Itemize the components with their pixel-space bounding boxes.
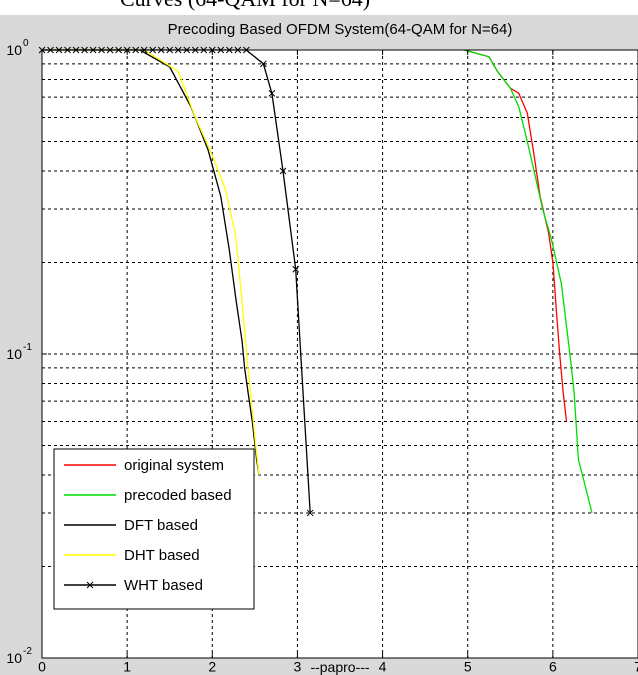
y-tick-label-exponent: 0	[23, 38, 29, 49]
y-tick-label-base: 10	[6, 650, 22, 666]
series-line-precoded-based	[464, 49, 593, 514]
x-tick-label: 7	[634, 658, 638, 674]
y-tick-label-exponent: -2	[23, 646, 32, 657]
data-point-marker	[268, 90, 276, 97]
x-tick-label: 2	[208, 658, 216, 674]
x-tick-label: 1	[123, 658, 131, 674]
legend: original system precoded based DFT based DH…	[53, 448, 255, 610]
chart-title: Precoding Based OFDM System(64-QAM for N…	[168, 21, 513, 38]
legend-label: precoded based	[124, 487, 232, 504]
x-tick-label: 5	[464, 658, 472, 674]
y-tick-label-base: 10	[6, 42, 22, 58]
x-axis-label: --papro---	[310, 659, 369, 675]
data-point-marker	[306, 509, 314, 517]
legend-label: DFT based	[124, 517, 198, 534]
data-point-marker	[279, 167, 287, 175]
x-tick-label: 4	[379, 658, 387, 674]
legend-label: DHT based	[124, 547, 200, 564]
x-tick-label: 6	[549, 658, 557, 674]
y-tick-label-base: 10	[6, 346, 22, 362]
x-tick-label: 3	[294, 658, 302, 674]
series-line-DHT-based	[42, 49, 260, 476]
legend-marker	[86, 581, 94, 589]
legend-label: original system	[124, 457, 224, 474]
legend-label: WHT based	[124, 577, 203, 594]
axis-ticks: 0123456710010-110-2	[6, 38, 638, 674]
header-fragment-text: Curves (64-QAM for N=64)	[120, 0, 370, 12]
figure-header-fragment: Curves (64-QAM for N=64)	[0, 0, 638, 15]
y-tick-label-exponent: -1	[23, 342, 32, 353]
data-point-marker	[292, 265, 300, 273]
data-point-marker	[260, 60, 267, 68]
x-tick-label: 0	[38, 658, 46, 674]
series-line-DFT-based	[42, 49, 260, 476]
